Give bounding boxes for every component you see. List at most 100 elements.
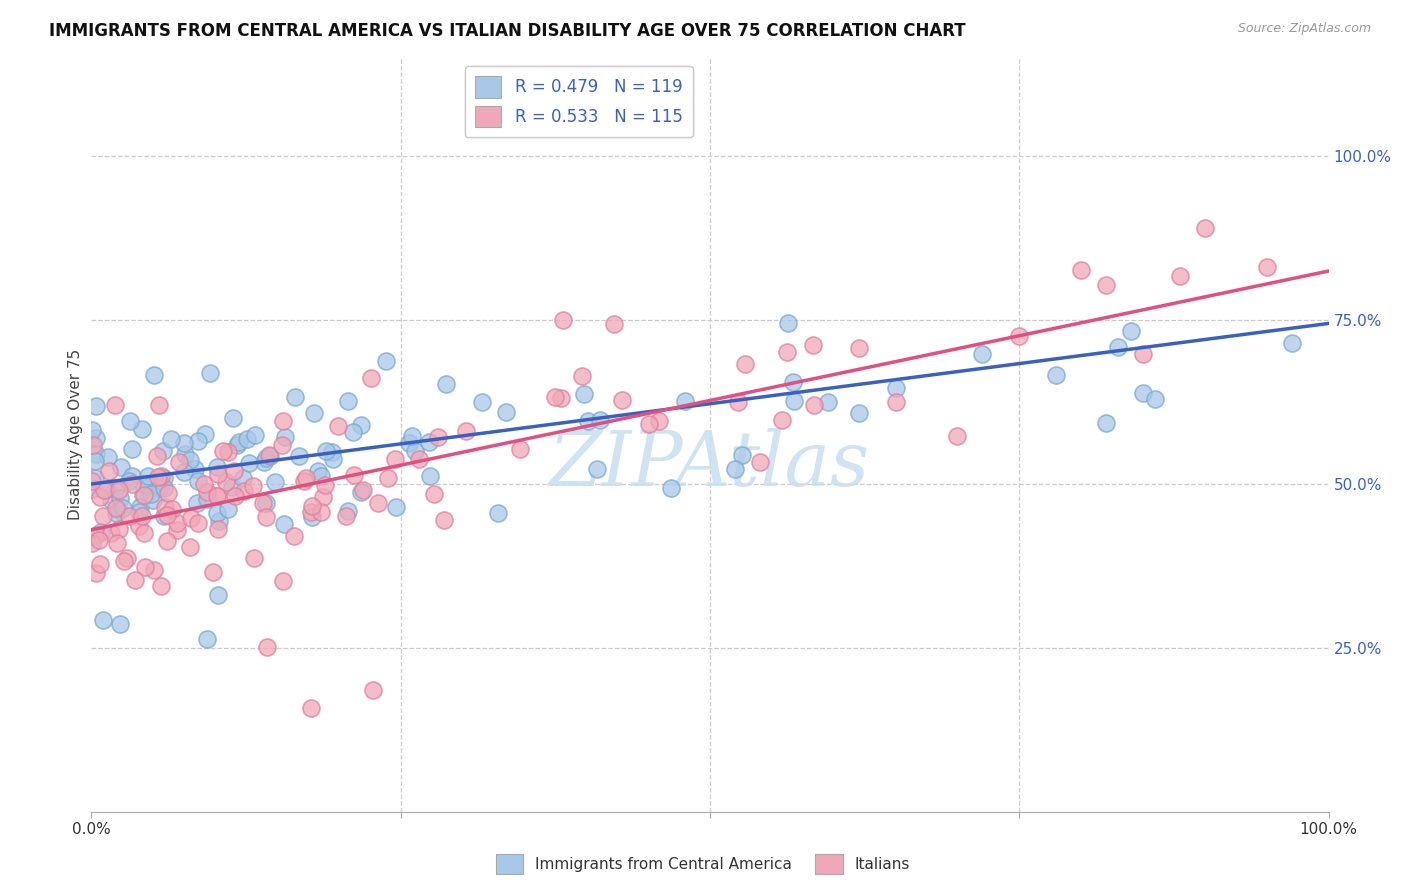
- Point: [884, 380, 907, 394]
- Point: [361, 682, 384, 697]
- Point: [136, 480, 159, 494]
- Point: [160, 502, 183, 516]
- Point: [343, 467, 366, 482]
- Point: [200, 366, 222, 380]
- Point: [100, 492, 122, 507]
- Point: [350, 418, 373, 433]
- Point: [385, 500, 408, 515]
- Point: [111, 501, 134, 516]
- Point: [90, 525, 112, 540]
- Point: [155, 500, 177, 514]
- Point: [259, 449, 281, 463]
- Point: [142, 492, 165, 507]
- Point: [543, 390, 565, 404]
- Point: [271, 438, 294, 452]
- Point: [253, 455, 276, 469]
- Point: [384, 452, 406, 467]
- Point: [848, 406, 870, 420]
- Point: [155, 508, 177, 523]
- Legend: Immigrants from Central America, Italians: Immigrants from Central America, Italian…: [489, 848, 917, 880]
- Point: [360, 371, 382, 385]
- Point: [91, 509, 114, 524]
- Point: [423, 487, 446, 501]
- Point: [146, 449, 169, 463]
- Point: [734, 357, 756, 371]
- Point: [803, 398, 825, 412]
- Point: [149, 480, 172, 494]
- Point: [207, 467, 229, 482]
- Point: [143, 563, 166, 577]
- Point: [82, 438, 104, 452]
- Point: [731, 448, 754, 462]
- Text: IMMIGRANTS FROM CENTRAL AMERICA VS ITALIAN DISABILITY AGE OVER 75 CORRELATION CH: IMMIGRANTS FROM CENTRAL AMERICA VS ITALI…: [49, 22, 966, 40]
- Point: [157, 486, 180, 500]
- Point: [108, 522, 131, 536]
- Point: [221, 480, 243, 494]
- Point: [121, 476, 143, 491]
- Point: [884, 394, 907, 409]
- Point: [153, 470, 176, 484]
- Point: [775, 345, 797, 359]
- Point: [434, 376, 457, 391]
- Point: [309, 468, 332, 483]
- Point: [136, 469, 159, 483]
- Point: [160, 433, 183, 447]
- Point: [131, 488, 153, 502]
- Point: [195, 484, 218, 499]
- Point: [1281, 335, 1303, 350]
- Point: [377, 471, 399, 485]
- Point: [419, 469, 441, 483]
- Point: [337, 504, 360, 518]
- Point: [299, 701, 322, 715]
- Point: [128, 519, 150, 533]
- Point: [232, 484, 254, 499]
- Point: [972, 347, 994, 361]
- Point: [256, 640, 278, 654]
- Point: [723, 462, 745, 476]
- Point: [603, 317, 626, 331]
- Point: [352, 483, 374, 498]
- Point: [349, 485, 371, 500]
- Point: [195, 632, 218, 647]
- Point: [284, 391, 307, 405]
- Point: [110, 491, 132, 505]
- Point: [166, 523, 188, 537]
- Point: [156, 533, 179, 548]
- Point: [112, 554, 135, 568]
- Point: [212, 444, 235, 458]
- Point: [1008, 329, 1031, 343]
- Point: [82, 474, 104, 488]
- Point: [321, 444, 343, 458]
- Point: [91, 614, 114, 628]
- Point: [118, 508, 141, 523]
- Point: [84, 454, 107, 468]
- Point: [131, 422, 153, 436]
- Point: [610, 392, 633, 407]
- Point: [1144, 392, 1167, 407]
- Point: [217, 444, 239, 458]
- Text: ZIPAtlas: ZIPAtlas: [550, 428, 870, 502]
- Point: [222, 411, 245, 425]
- Point: [173, 447, 195, 461]
- Point: [84, 566, 107, 580]
- Point: [97, 450, 120, 465]
- Text: Source: ZipAtlas.com: Source: ZipAtlas.com: [1237, 22, 1371, 36]
- Point: [134, 559, 156, 574]
- Point: [1107, 339, 1129, 353]
- Point: [217, 501, 239, 516]
- Point: [187, 434, 209, 449]
- Point: [132, 488, 155, 502]
- Point: [89, 490, 111, 504]
- Point: [115, 551, 138, 566]
- Point: [264, 475, 287, 489]
- Point: [167, 455, 190, 469]
- Point: [84, 400, 107, 414]
- Point: [647, 415, 669, 429]
- Point: [121, 468, 143, 483]
- Point: [104, 398, 127, 412]
- Point: [426, 430, 449, 444]
- Point: [307, 464, 329, 478]
- Point: [273, 516, 295, 531]
- Point: [153, 481, 176, 495]
- Point: [224, 464, 246, 478]
